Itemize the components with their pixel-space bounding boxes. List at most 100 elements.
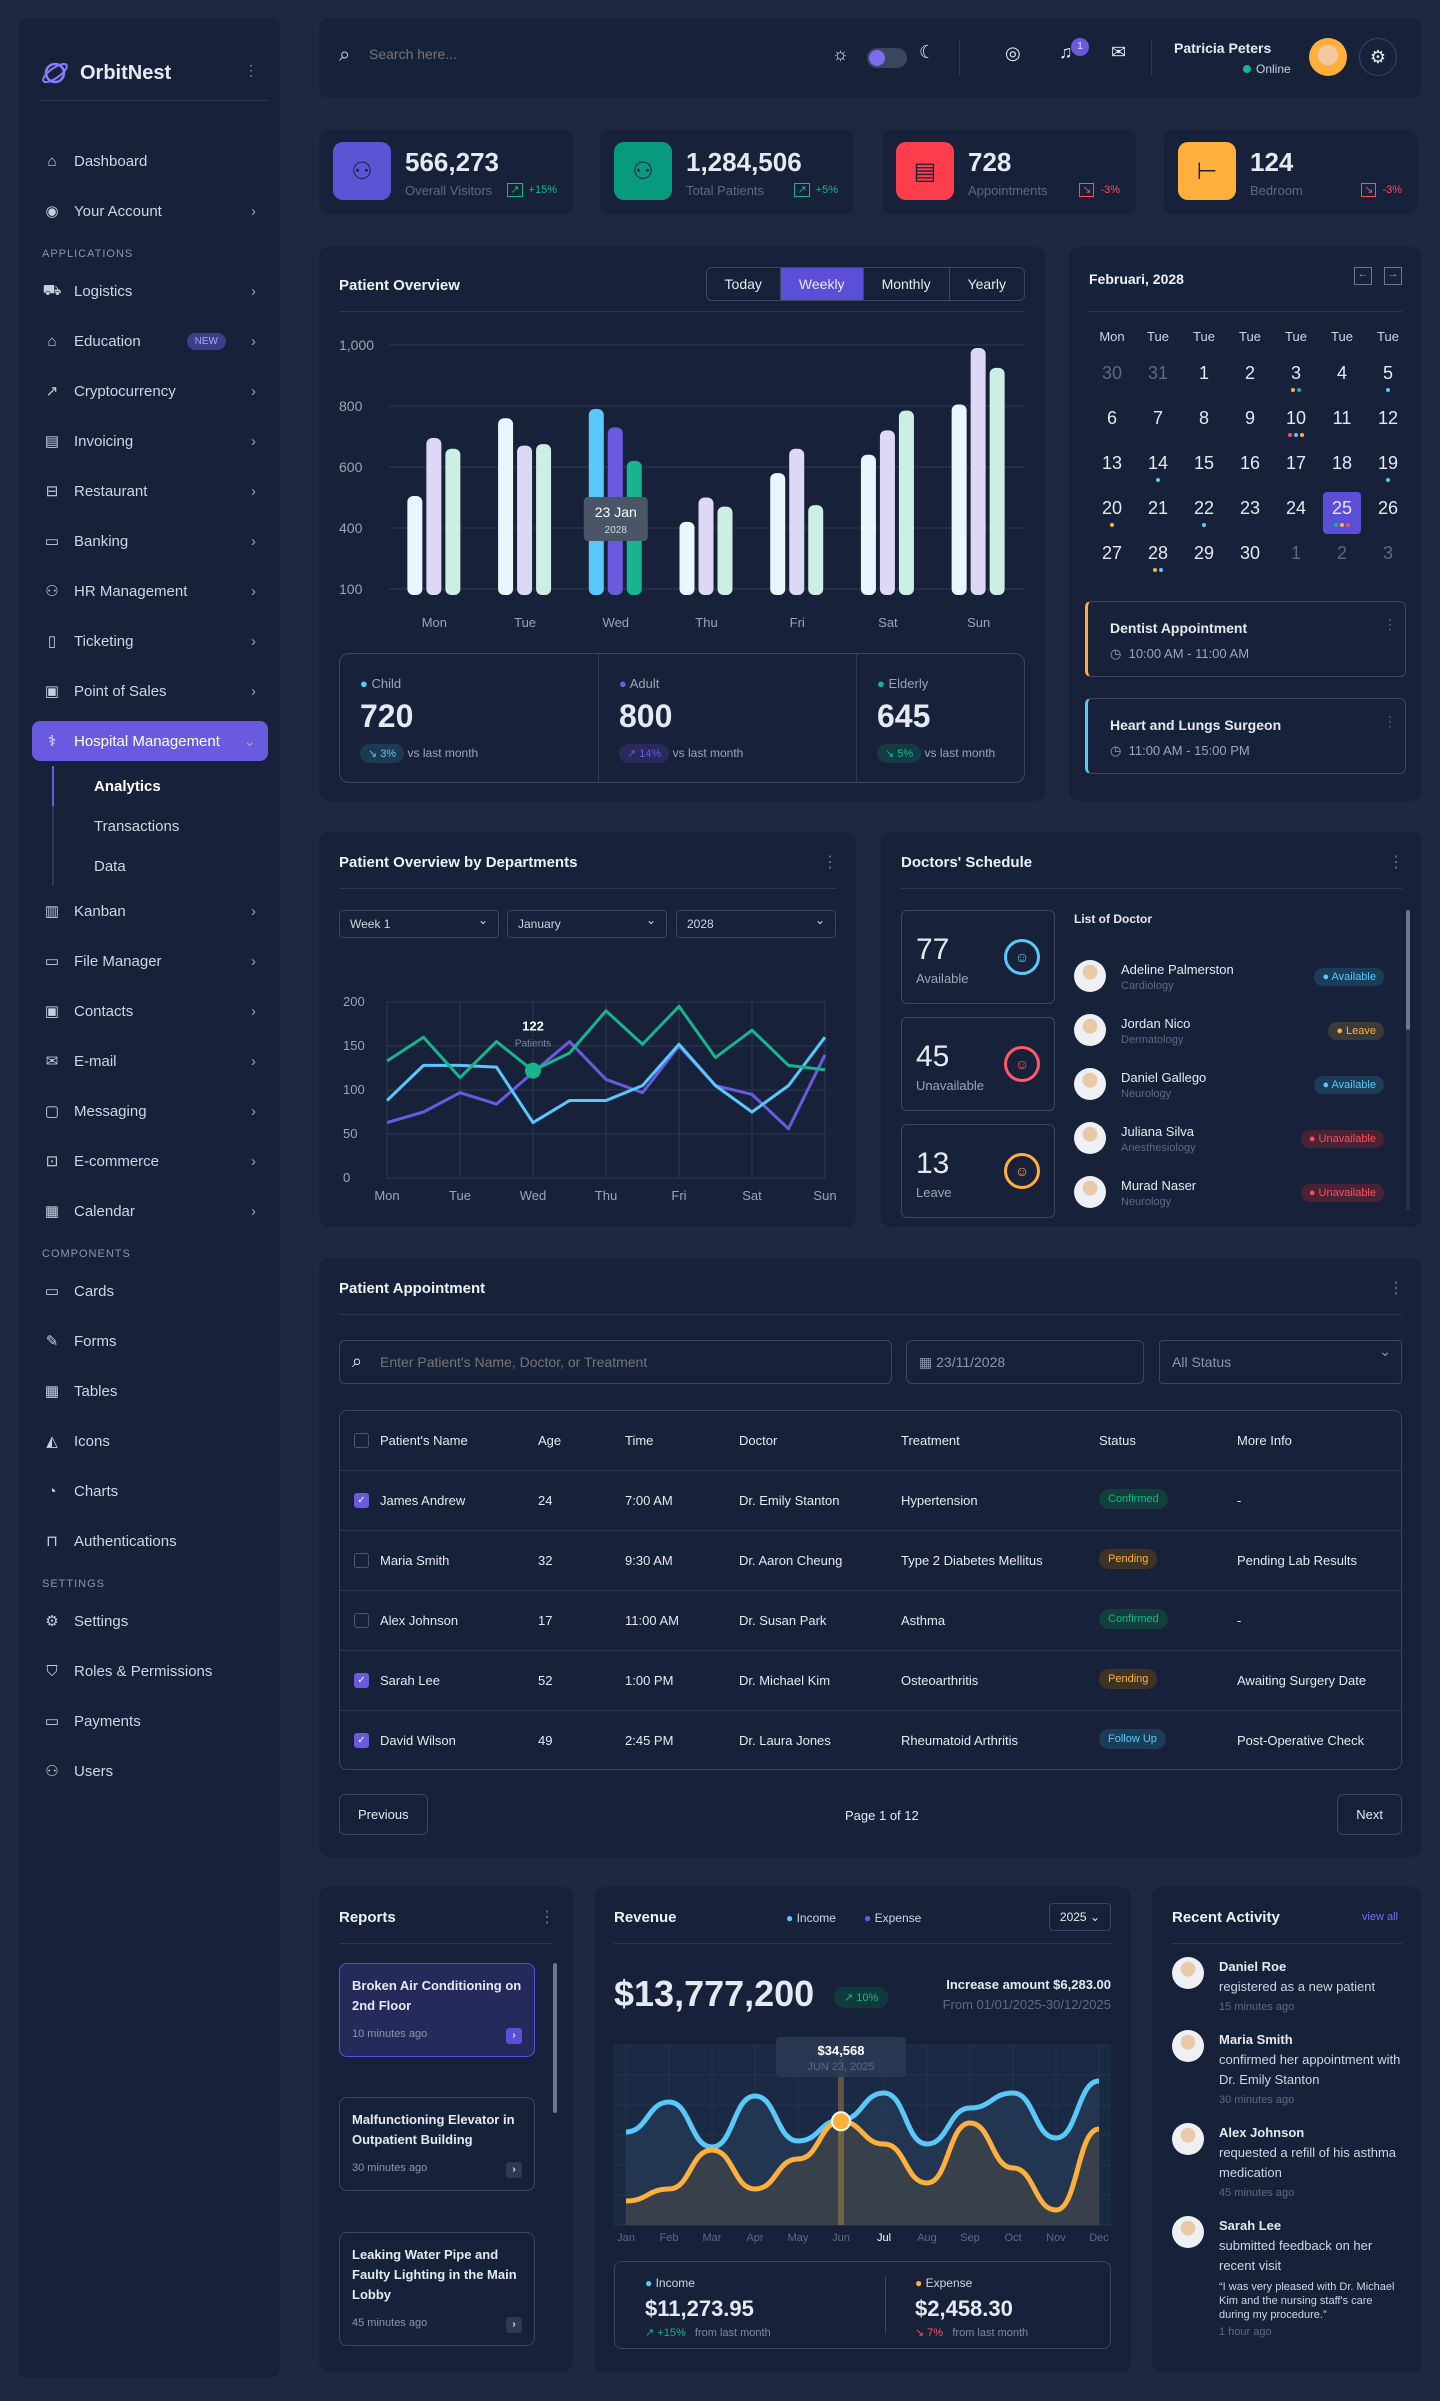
- calendar-day[interactable]: 30: [1239, 543, 1261, 563]
- calendar-day[interactable]: 17: [1285, 453, 1307, 473]
- calendar-day[interactable]: 2: [1244, 363, 1255, 383]
- calendar-day[interactable]: 25: [1323, 492, 1361, 534]
- sidebar-item-education[interactable]: ⌂ Education NEW ›: [32, 316, 268, 366]
- row-checkbox[interactable]: ✓: [354, 1493, 369, 1508]
- chevron-right-icon[interactable]: ›: [506, 2162, 522, 2178]
- calendar-day[interactable]: 30: [1101, 363, 1123, 383]
- more-icon[interactable]: ⋮: [1383, 616, 1397, 632]
- calendar-day[interactable]: 27: [1101, 543, 1123, 563]
- sidebar-item-settings[interactable]: ⚙ Settings: [32, 1596, 268, 1646]
- sidebar-item-forms[interactable]: ✎ Forms: [32, 1316, 268, 1366]
- report-item[interactable]: Leaking Water Pipe and Faulty Lighting i…: [339, 2232, 535, 2346]
- sidebar-item-authentications[interactable]: ⊓ Authentications: [32, 1516, 268, 1566]
- sidebar-menu-icon[interactable]: ⋮: [244, 62, 258, 78]
- sidebar-item-icons[interactable]: ◭ Icons: [32, 1416, 268, 1466]
- row-checkbox[interactable]: [354, 1553, 369, 1568]
- view-all-link[interactable]: view all: [1361, 1911, 1398, 1923]
- calendar-day[interactable]: 24: [1285, 498, 1307, 518]
- sidebar-item-ticketing[interactable]: ▯ Ticketing ›: [32, 616, 268, 666]
- status-select[interactable]: All Status: [1159, 1340, 1402, 1384]
- sidebar-subitem-data[interactable]: Data: [52, 846, 268, 886]
- sidebar-item-point-of-sales[interactable]: ▣ Point of Sales ›: [32, 666, 268, 716]
- sidebar-item-contacts[interactable]: ▣ Contacts ›: [32, 986, 268, 1036]
- appointment-search[interactable]: ⌕: [339, 1340, 892, 1384]
- sidebar-item-banking[interactable]: ▭ Banking ›: [32, 516, 268, 566]
- calendar-day[interactable]: 21: [1147, 498, 1169, 518]
- tab-today[interactable]: Today: [724, 276, 762, 292]
- chevron-right-icon[interactable]: ›: [506, 2317, 522, 2333]
- calendar-day[interactable]: 1: [1198, 363, 1209, 383]
- calendar-day[interactable]: 31: [1147, 363, 1169, 383]
- sidebar-item-cryptocurrency[interactable]: ↗ Cryptocurrency ›: [32, 366, 268, 416]
- calendar-day[interactable]: 7: [1152, 408, 1163, 428]
- sidebar-item-messaging[interactable]: ▢ Messaging ›: [32, 1086, 268, 1136]
- calendar-day[interactable]: 29: [1193, 543, 1215, 563]
- mail-icon[interactable]: ✉: [1111, 42, 1127, 62]
- settings-gear-icon[interactable]: ⚙: [1359, 38, 1397, 76]
- tab-yearly[interactable]: Yearly: [948, 268, 1024, 300]
- table-row[interactable]: ✓ Sarah Lee 52 1:00 PM Dr. Michael Kim Osteoa…: [340, 1651, 1401, 1711]
- date-picker[interactable]: ▦ 23/11/2028: [906, 1340, 1144, 1384]
- sidebar-item-calendar[interactable]: ▦ Calendar ›: [32, 1186, 268, 1236]
- sun-icon[interactable]: ☼: [832, 44, 849, 64]
- calendar-day[interactable]: 3: [1277, 357, 1315, 399]
- calendar-day[interactable]: 6: [1106, 408, 1117, 428]
- calendar-day[interactable]: 15: [1193, 453, 1215, 473]
- calendar-day[interactable]: 26: [1377, 498, 1399, 518]
- calendar-day[interactable]: 20: [1093, 492, 1131, 534]
- sidebar-item-users[interactable]: ⚇ Users: [32, 1746, 268, 1796]
- doctor-list-item[interactable]: Adeline Palmerston Cardiology ● Availabl…: [1074, 958, 1384, 998]
- calendar-day[interactable]: 2: [1336, 543, 1347, 563]
- sidebar-item-restaurant[interactable]: ⊟ Restaurant ›: [32, 466, 268, 516]
- sidebar-item-e-commerce[interactable]: ⊡ E-commerce ›: [32, 1136, 268, 1186]
- sidebar-item-file-manager[interactable]: ▭ File Manager ›: [32, 936, 268, 986]
- calendar-day[interactable]: 11: [1332, 408, 1352, 428]
- more-icon[interactable]: ⋮: [1388, 1280, 1404, 1297]
- calendar-day[interactable]: 18: [1331, 453, 1353, 473]
- next-month-button[interactable]: →: [1384, 267, 1402, 285]
- previous-button[interactable]: Previous: [339, 1794, 428, 1835]
- sidebar-item-dashboard[interactable]: ⌂ Dashboard: [32, 136, 268, 186]
- calendar-day[interactable]: 3: [1382, 543, 1393, 563]
- more-icon[interactable]: ⋮: [539, 1909, 555, 1926]
- sidebar-item-hospital-management[interactable]: ⚕ Hospital Management ⌄: [32, 721, 268, 761]
- search-input[interactable]: [369, 46, 669, 62]
- sidebar-item-e-mail[interactable]: ✉ E-mail ›: [32, 1036, 268, 1086]
- sidebar-item-charts[interactable]: ◔ Charts: [32, 1466, 268, 1516]
- sidebar-item-your-account[interactable]: ◉ Your Account ›: [32, 186, 268, 236]
- month-select[interactable]: January: [507, 910, 667, 938]
- sidebar-item-tables[interactable]: ▦ Tables: [32, 1366, 268, 1416]
- chevron-right-icon[interactable]: ›: [506, 2028, 522, 2044]
- appointment-search-input[interactable]: [380, 1354, 860, 1370]
- bell-icon[interactable]: ♫: [1059, 42, 1073, 62]
- row-checkbox[interactable]: ✓: [354, 1673, 369, 1688]
- year-select[interactable]: 2025 ⌄: [1048, 1903, 1111, 1931]
- sidebar-subitem-transactions[interactable]: Transactions: [52, 806, 268, 846]
- calendar-day[interactable]: 16: [1239, 453, 1261, 473]
- calendar-day[interactable]: 28: [1139, 537, 1177, 579]
- calendar-day[interactable]: 12: [1377, 408, 1399, 428]
- next-button[interactable]: Next: [1337, 1794, 1402, 1835]
- sidebar-item-roles-permissions[interactable]: ⛉ Roles & Permissions: [32, 1646, 268, 1696]
- select-all-checkbox[interactable]: [354, 1433, 369, 1448]
- sidebar-item-logistics[interactable]: ⛟ Logistics ›: [32, 266, 268, 316]
- sidebar-item-cards[interactable]: ▭ Cards: [32, 1266, 268, 1316]
- calendar-day[interactable]: 5: [1369, 357, 1407, 399]
- calendar-day[interactable]: 9: [1244, 408, 1255, 428]
- event-card[interactable]: Dentist Appointment ◷ 10:00 AM - 11:00 A…: [1085, 601, 1406, 677]
- calendar-day[interactable]: 22: [1185, 492, 1223, 534]
- table-row[interactable]: Maria Smith 32 9:30 AM Dr. Aaron Cheung Type…: [340, 1531, 1401, 1591]
- moon-icon[interactable]: ☾: [919, 42, 936, 62]
- report-item[interactable]: Malfunctioning Elevator in Outpatient Bu…: [339, 2097, 535, 2191]
- sidebar-item-hr-management[interactable]: ⚇ HR Management ›: [32, 566, 268, 616]
- tab-monthly[interactable]: Monthly: [862, 268, 949, 300]
- sidebar-item-invoicing[interactable]: ▤ Invoicing ›: [32, 416, 268, 466]
- doctor-list-item[interactable]: Daniel Gallego Neurology ● Available: [1074, 1066, 1384, 1106]
- calendar-day[interactable]: 8: [1198, 408, 1209, 428]
- calendar-day[interactable]: 4: [1336, 363, 1347, 383]
- sidebar-subitem-analytics[interactable]: Analytics: [52, 766, 268, 806]
- scrollbar[interactable]: [553, 1963, 557, 2113]
- prev-month-button[interactable]: ←: [1354, 267, 1372, 285]
- scrollbar[interactable]: [1406, 910, 1410, 1210]
- logo[interactable]: OrbitNest: [40, 58, 171, 88]
